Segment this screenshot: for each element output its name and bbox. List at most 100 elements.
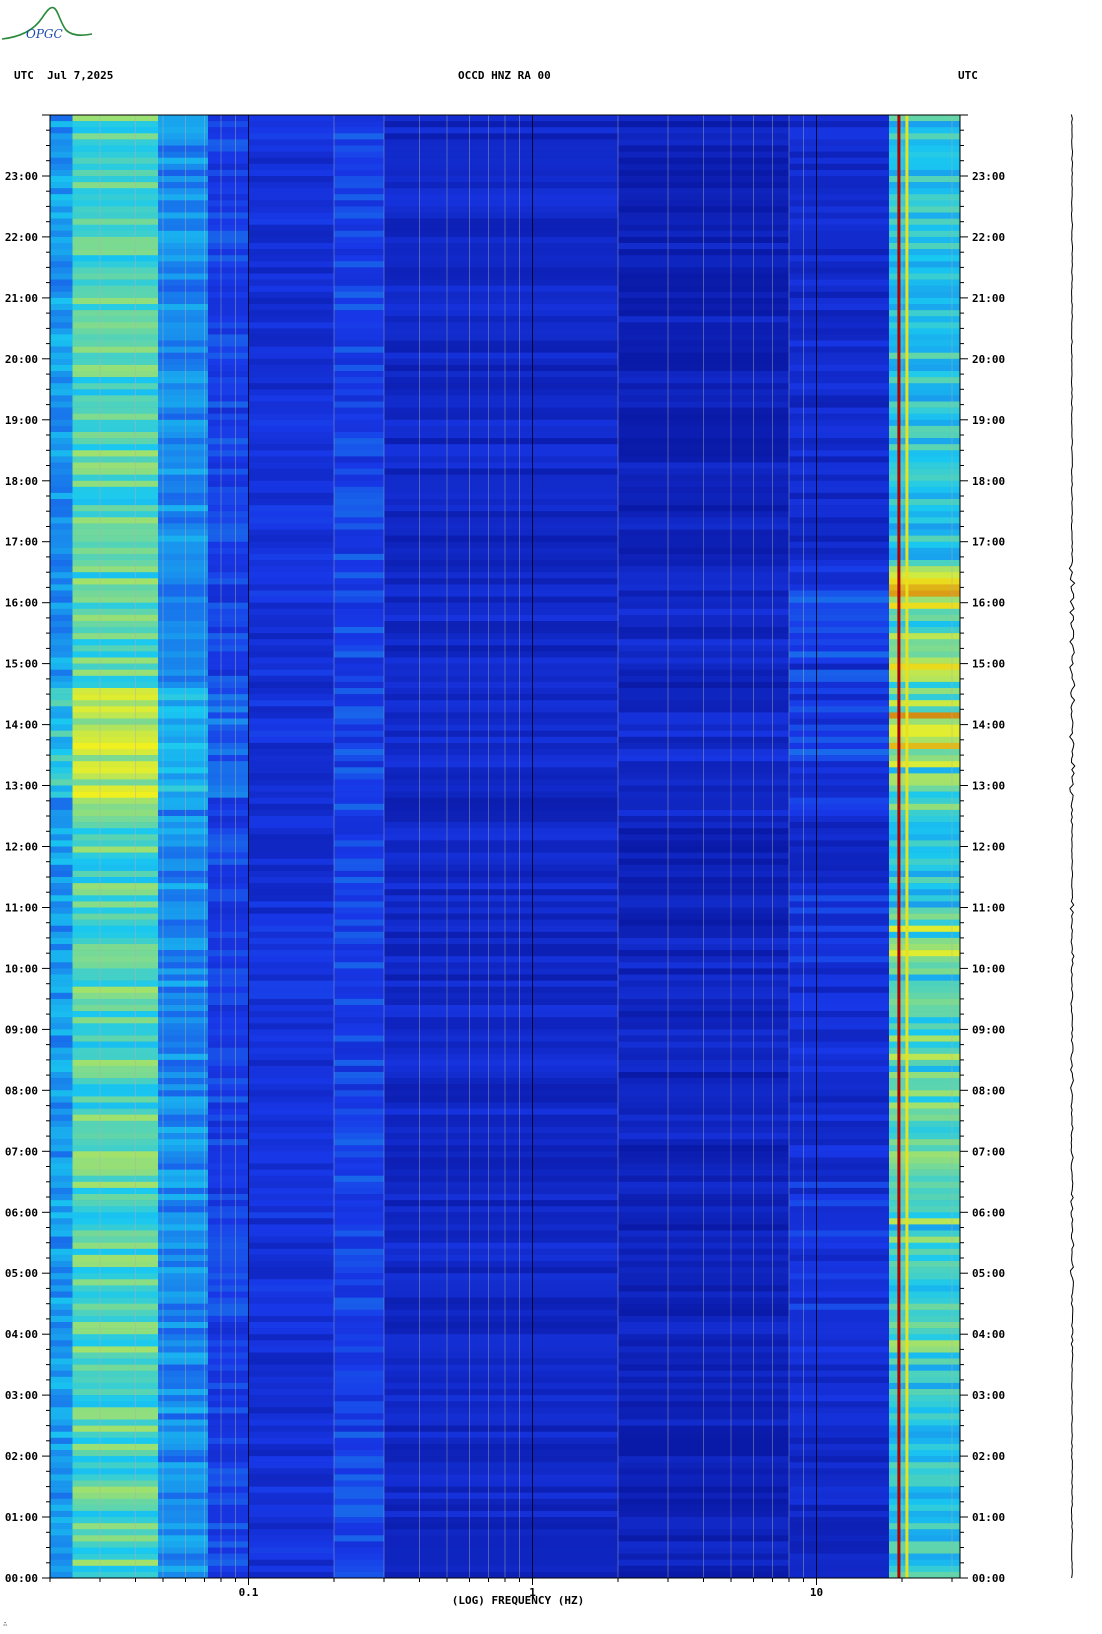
heatmap-cell <box>248 328 334 335</box>
heatmap-cell <box>50 1279 73 1286</box>
heatmap-cell <box>889 1462 960 1469</box>
heatmap-cell <box>889 1151 960 1158</box>
heatmap-cell <box>158 547 208 555</box>
heatmap-cell <box>72 218 158 225</box>
heatmap-cell <box>72 212 158 219</box>
heatmap-cell <box>208 992 249 1000</box>
heatmap-cell <box>248 1151 334 1158</box>
heatmap-cell <box>889 169 960 177</box>
heatmap-cell <box>208 1492 249 1500</box>
heatmap-cell <box>208 1206 249 1213</box>
heatmap-cell <box>248 1035 334 1042</box>
heatmap-cell <box>334 1120 384 1128</box>
heatmap-cell <box>334 419 384 427</box>
heatmap-cell <box>158 1340 208 1347</box>
heatmap-cell <box>384 785 618 792</box>
heatmap-cell <box>334 712 384 719</box>
heatmap-cell <box>158 1559 208 1567</box>
heatmap-cell <box>158 1425 208 1432</box>
heatmap-cell <box>889 188 960 195</box>
heatmap-cell <box>889 1395 960 1402</box>
heatmap-cell <box>248 761 334 768</box>
heatmap-cell <box>889 1108 960 1115</box>
heatmap-cell <box>72 639 158 646</box>
heatmap-cell <box>158 267 208 274</box>
heatmap-cell <box>158 328 208 335</box>
heatmap-cell <box>334 1565 384 1573</box>
heatmap-cell <box>50 121 73 128</box>
heatmap-cell <box>889 1523 960 1530</box>
heatmap-cell <box>50 1267 73 1274</box>
heatmap-cell <box>334 1035 384 1042</box>
heatmap-cell <box>72 1078 158 1085</box>
heatmap-cell <box>384 1565 618 1573</box>
heatmap-cell <box>208 1254 249 1262</box>
heatmap-cell <box>334 749 384 756</box>
heatmap-cell <box>72 1053 158 1061</box>
heatmap-cell <box>248 1340 334 1347</box>
heatmap-cell <box>789 1242 889 1250</box>
heatmap-cell <box>384 645 618 652</box>
heatmap-cell <box>789 523 889 530</box>
heatmap-cell <box>889 712 960 719</box>
heatmap-cell <box>50 1047 73 1055</box>
heatmap-cell <box>50 627 73 634</box>
heatmap-cell <box>248 364 334 372</box>
heatmap-cell <box>158 968 208 975</box>
frequency-tick-label: 0.1 <box>239 1586 259 1599</box>
heatmap-cell <box>889 590 960 597</box>
heatmap-cell <box>889 1035 960 1042</box>
heatmap-cell <box>384 523 618 530</box>
heatmap-cell <box>50 291 73 299</box>
heatmap-cell <box>384 1334 618 1341</box>
heatmap-cell <box>248 968 334 975</box>
heatmap-cell <box>889 1126 960 1134</box>
heatmap-cell <box>889 724 960 731</box>
time-tick-label-right: 09:00 <box>972 1023 1005 1036</box>
heatmap-cell <box>248 1187 334 1195</box>
heatmap-cell <box>384 346 618 353</box>
heatmap-cell <box>72 176 158 183</box>
heatmap-cell <box>889 291 960 299</box>
logo-text: OPGC <box>26 27 63 41</box>
heatmap-cell <box>50 535 73 542</box>
time-tick-label-right: 14:00 <box>972 719 1005 732</box>
heatmap-cell <box>248 779 334 786</box>
time-tick-label-right: 10:00 <box>972 962 1005 975</box>
heatmap-cell <box>158 1517 208 1524</box>
heatmap-cell <box>789 243 889 250</box>
heatmap-cell <box>889 492 960 500</box>
heatmap-cell <box>889 1541 960 1548</box>
heatmap-cell <box>158 236 208 244</box>
heatmap-cell <box>334 1437 384 1445</box>
heatmap-cell <box>334 1230 384 1237</box>
heatmap-cell <box>248 803 334 811</box>
heatmap-cell <box>334 1480 384 1487</box>
heatmap-cell <box>889 139 960 146</box>
heatmap-cell <box>72 1535 158 1542</box>
heatmap-cell <box>158 1571 208 1579</box>
heatmap-cell <box>889 1547 960 1554</box>
heatmap-cell <box>158 1456 208 1463</box>
heatmap-cell <box>384 870 618 878</box>
heatmap-cell <box>208 310 249 317</box>
heatmap-cell <box>384 809 618 817</box>
heatmap-cell <box>384 1480 618 1487</box>
heatmap-cell <box>158 121 208 128</box>
heatmap-cell <box>248 1358 334 1365</box>
heatmap-cell <box>384 1322 618 1329</box>
heatmap-cell <box>158 1322 208 1329</box>
heatmap-cell <box>50 694 73 701</box>
heatmap-cell <box>208 407 249 414</box>
heatmap-cell <box>248 1078 334 1085</box>
heatmap-cell <box>72 1468 158 1475</box>
heatmap-cell <box>50 1291 73 1298</box>
heatmap-cell <box>50 505 73 512</box>
heatmap-cell <box>789 1114 889 1122</box>
heatmap-cell <box>384 425 618 433</box>
header-station: OCCD HNZ RA 00 <box>458 69 551 82</box>
heatmap-cell <box>72 1108 158 1115</box>
heatmap-cell <box>889 1285 960 1292</box>
heatmap-cell <box>50 322 73 329</box>
heatmap-cell <box>384 407 618 414</box>
